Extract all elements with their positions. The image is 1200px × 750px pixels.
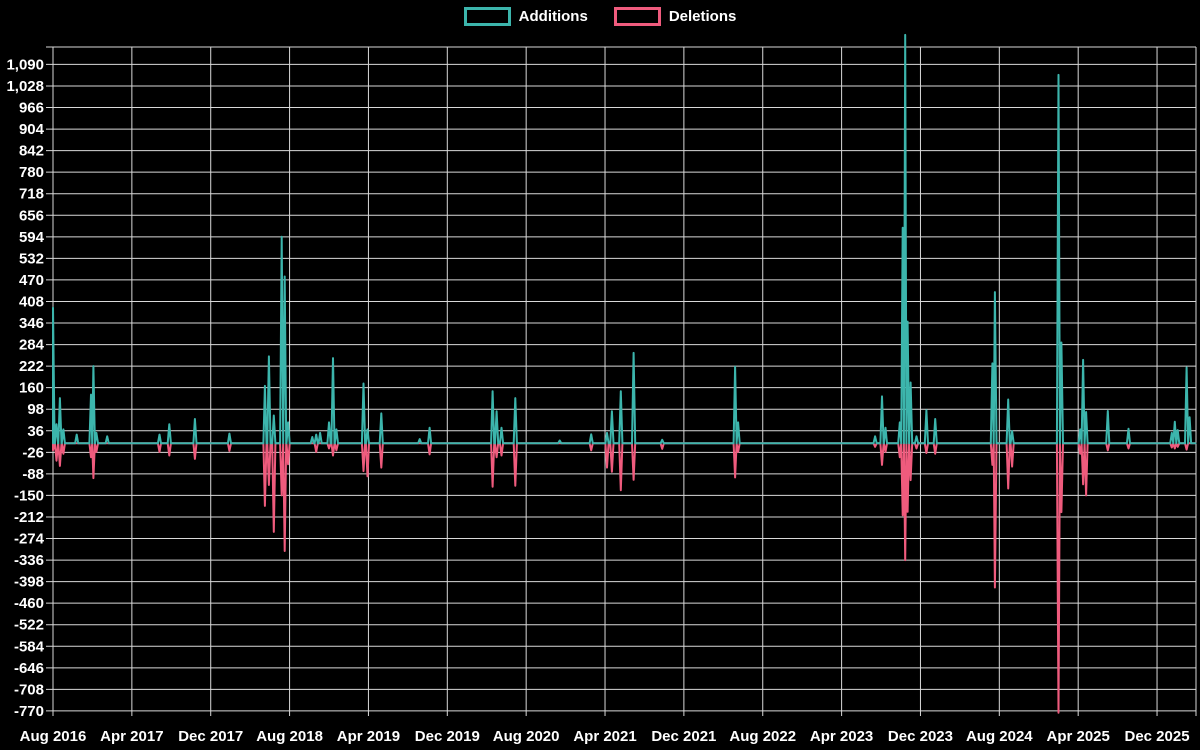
y-tick-label: -212 [14, 509, 44, 526]
legend-item-deletions[interactable]: Deletions [613, 7, 737, 26]
y-tick-label: -150 [14, 487, 44, 504]
y-tick-label: 780 [19, 164, 44, 181]
x-tick-label: Aug 2022 [729, 728, 796, 745]
x-tick-label: Apr 2025 [1046, 728, 1109, 745]
y-tick-label: 1,028 [6, 78, 44, 95]
x-tick-label: Aug 2020 [493, 728, 560, 745]
x-tick-label: Dec 2021 [651, 728, 716, 745]
y-tick-label: 36 [27, 423, 44, 440]
legend-item-additions[interactable]: Additions [463, 7, 588, 26]
y-tick-label: 1,090 [6, 56, 44, 73]
x-tick-label: Dec 2023 [888, 728, 953, 745]
y-tick-label: 966 [19, 100, 44, 117]
additions-swatch [463, 7, 511, 26]
y-tick-label: 904 [19, 121, 45, 138]
deletions-swatch [613, 7, 661, 26]
y-tick-label: 656 [19, 207, 44, 224]
x-tick-label: Apr 2023 [810, 728, 873, 745]
y-tick-label: 470 [19, 272, 44, 289]
y-tick-label: 346 [19, 315, 44, 332]
y-tick-label: -584 [14, 638, 45, 655]
y-tick-label: -336 [14, 552, 44, 569]
y-tick-label: -274 [14, 531, 45, 548]
x-tick-label: Aug 2016 [20, 728, 87, 745]
y-tick-label: -88 [22, 466, 44, 483]
x-tick-label: Dec 2025 [1125, 728, 1190, 745]
y-tick-label: 408 [19, 293, 44, 310]
additions-series [52, 33, 1197, 445]
x-tick-label: Aug 2018 [256, 728, 323, 745]
y-tick-label: 532 [19, 250, 44, 267]
x-tick-label: Dec 2017 [178, 728, 243, 745]
x-tick-label: Apr 2019 [337, 728, 400, 745]
x-tick-label: Apr 2017 [100, 728, 163, 745]
y-tick-label: 160 [19, 380, 44, 397]
deletions-series [52, 442, 1197, 714]
legend-label-additions: Additions [518, 8, 588, 25]
y-tick-label: -26 [22, 444, 44, 461]
legend: Additions Deletions [0, 7, 1200, 26]
y-tick-label: -522 [14, 617, 44, 634]
legend-label-deletions: Deletions [668, 8, 737, 25]
x-tick-label: Aug 2024 [966, 728, 1033, 745]
x-tick-label: Dec 2019 [415, 728, 480, 745]
x-tick-label: Apr 2021 [573, 728, 636, 745]
y-tick-label: -770 [14, 703, 44, 720]
y-tick-label: -646 [14, 660, 44, 677]
y-tick-label: 98 [27, 401, 44, 418]
y-tick-label: -708 [14, 681, 44, 698]
y-tick-label: 842 [19, 143, 44, 160]
y-tick-label: 222 [19, 358, 44, 375]
y-tick-label: 284 [19, 337, 45, 354]
y-tick-label: -460 [14, 595, 44, 612]
y-tick-label: -398 [14, 574, 44, 591]
y-tick-label: 594 [19, 229, 45, 246]
y-tick-label: 718 [19, 186, 44, 203]
